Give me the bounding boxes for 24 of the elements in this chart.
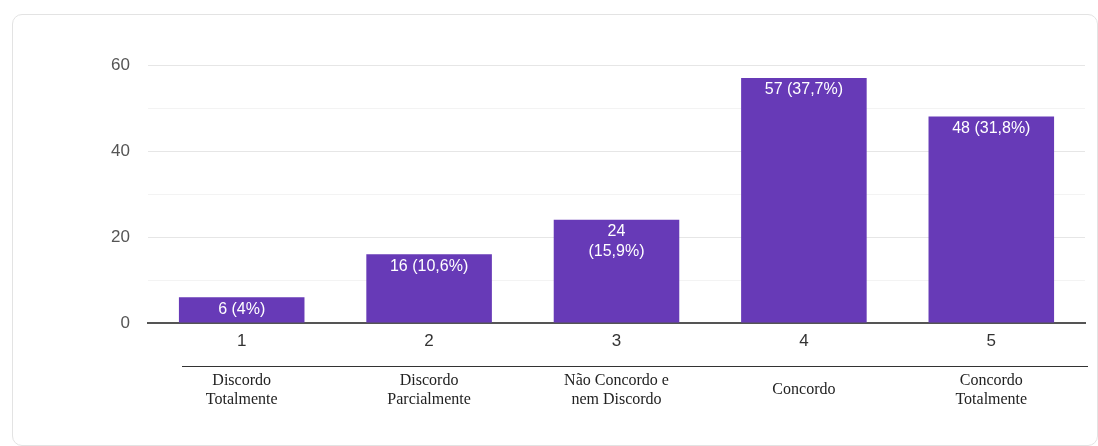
- x-tick-label: 4: [799, 330, 809, 350]
- y-tick-label: 40: [111, 140, 130, 160]
- text: Concordo Totalmente: [955, 370, 1028, 407]
- data-label: 24 (15,9%): [588, 222, 645, 260]
- bar: [553, 219, 680, 323]
- x-tick-label: 3: [611, 330, 622, 350]
- x-tick-label: 5: [986, 330, 997, 350]
- data-label: 57 (37,7%): [764, 80, 844, 98]
- bar: [178, 297, 305, 323]
- text: Discordo Totalmente: [205, 370, 278, 407]
- y-tick-label: 0: [120, 312, 130, 332]
- bar: [366, 254, 492, 323]
- text: Concordo: [772, 380, 836, 398]
- data-label: 6 (4%): [218, 299, 266, 317]
- text: Discordo Parcialmente: [387, 370, 471, 407]
- data-label: 16 (10,6%): [389, 256, 469, 274]
- x-tick-label: 2: [424, 330, 434, 350]
- data-label: 48 (31,8%): [952, 119, 1031, 137]
- x-tick-label: 1: [236, 330, 247, 350]
- text: Não Concordo e nem Discordo: [564, 370, 669, 407]
- bar: [928, 116, 1055, 323]
- y-tick-label: 20: [111, 226, 130, 246]
- y-tick-label: 60: [111, 54, 130, 74]
- bar: [741, 77, 867, 323]
